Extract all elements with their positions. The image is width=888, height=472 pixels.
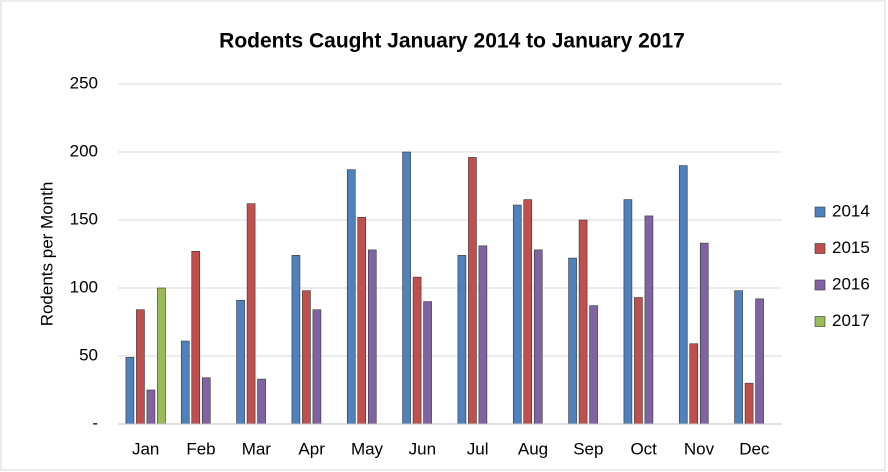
bar	[402, 151, 411, 425]
bar	[755, 298, 764, 425]
bar	[236, 299, 245, 425]
bar	[634, 297, 643, 425]
y-tick-label: 50	[79, 345, 98, 364]
bar	[312, 309, 322, 425]
x-tick-label: Oct	[630, 439, 657, 458]
x-tick-label: Dec	[739, 439, 770, 458]
bar	[146, 389, 156, 425]
bar	[568, 257, 577, 425]
bar	[357, 216, 367, 425]
x-tick-label: May	[351, 439, 384, 458]
chart-title: Rodents Caught January 2014 to January 2…	[219, 30, 685, 53]
bar	[246, 203, 256, 425]
legend-swatch	[814, 206, 826, 218]
bar	[734, 290, 743, 425]
bar	[257, 378, 266, 425]
bar	[533, 249, 543, 425]
bar	[346, 169, 356, 425]
x-tick-label: Apr	[298, 439, 325, 458]
bar	[412, 276, 422, 425]
legend-swatch	[814, 316, 826, 327]
y-tick-label: 200	[70, 141, 98, 160]
bar	[512, 204, 522, 425]
bar	[678, 165, 688, 425]
bar	[423, 301, 432, 425]
bar	[125, 357, 135, 425]
bar	[157, 287, 166, 425]
bar	[689, 343, 699, 425]
bar	[644, 215, 654, 425]
legend-label: 2017	[832, 311, 870, 330]
y-tick-label: -	[92, 413, 98, 432]
bar	[523, 199, 533, 425]
x-tick-label: Jul	[467, 439, 489, 458]
x-tick-label: Feb	[186, 439, 215, 458]
y-tick-label: 250	[70, 73, 98, 92]
legend-swatch	[814, 279, 826, 291]
bar	[302, 290, 311, 425]
bar	[744, 382, 754, 425]
bar	[367, 249, 377, 425]
legend-label: 2016	[832, 274, 870, 293]
bar	[180, 340, 190, 425]
legend-label: 2014	[832, 201, 870, 220]
bar	[136, 309, 145, 425]
x-tick-label: Jan	[132, 439, 159, 458]
x-tick-label: Sep	[573, 439, 603, 458]
legend-swatch	[814, 243, 826, 254]
x-tick-label: Nov	[684, 439, 715, 458]
bar	[589, 305, 598, 425]
x-tick-label: Mar	[242, 439, 272, 458]
bar	[578, 219, 588, 425]
bar	[291, 255, 301, 425]
x-tick-label: Jun	[409, 439, 436, 458]
legend-label: 2015	[832, 238, 870, 257]
bar	[468, 157, 477, 425]
bar	[191, 250, 201, 425]
y-tick-label: 100	[70, 277, 98, 296]
x-tick-label: Aug	[518, 439, 548, 458]
bar	[478, 245, 488, 425]
bar	[201, 377, 211, 425]
bar	[623, 199, 633, 425]
y-tick-label: 150	[70, 209, 98, 228]
bar	[699, 242, 709, 425]
y-axis-title: Rodents per Month	[37, 182, 56, 327]
bar	[457, 255, 467, 425]
